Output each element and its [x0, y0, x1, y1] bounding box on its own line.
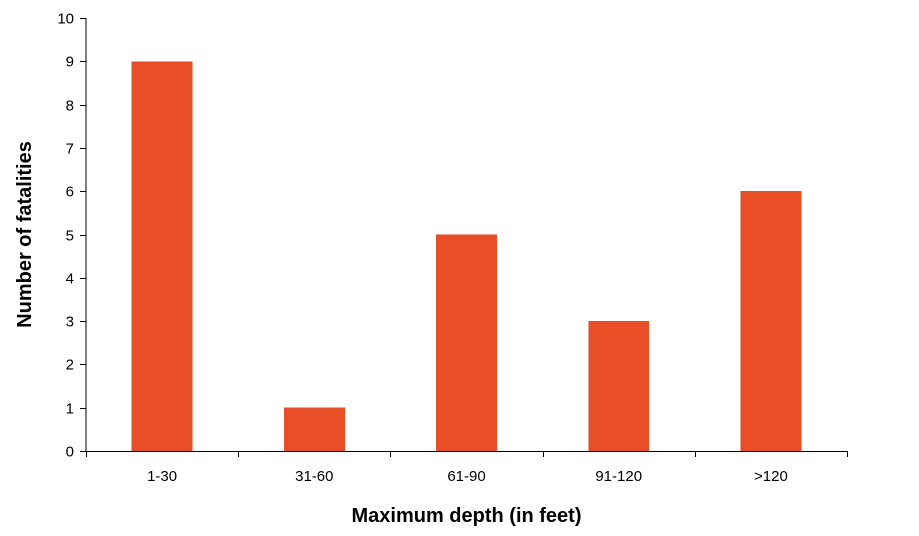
bar->120 — [740, 191, 802, 451]
y-tick-label: 4 — [66, 271, 74, 288]
y-tick-label: 2 — [66, 357, 74, 374]
y-axis-title: Number of fatalities — [14, 141, 36, 328]
x-tick-label: 31-60 — [295, 468, 333, 485]
bar-1-30 — [131, 61, 193, 452]
bar-31-60 — [283, 407, 345, 451]
x-tick-label: 1-30 — [147, 468, 177, 485]
y-tick-label: 1 — [66, 401, 74, 418]
y-tick-label: 3 — [66, 314, 74, 331]
x-axis: 1-30 31-60 61-90 91-120 >120 — [86, 451, 848, 485]
y-tick-label: 7 — [66, 141, 74, 158]
x-tick-label: 91-120 — [595, 468, 642, 485]
y-tick-label: 5 — [66, 228, 74, 245]
x-tick-label: 61-90 — [447, 468, 485, 485]
x-axis-title: Maximum depth (in feet) — [351, 505, 581, 527]
y-tick-label: 0 — [66, 444, 74, 461]
y-tick-label: 6 — [66, 184, 74, 201]
bars-group — [131, 61, 802, 452]
y-axis: 0 1 2 3 4 5 6 7 8 9 10 — [57, 11, 87, 461]
x-tick-label: >120 — [754, 468, 788, 485]
y-tick-label: 9 — [66, 54, 74, 71]
bar-61-90 — [436, 234, 497, 451]
y-tick-label: 10 — [57, 11, 74, 28]
y-tick-label: 8 — [66, 98, 74, 115]
bar-91-120 — [588, 321, 650, 451]
